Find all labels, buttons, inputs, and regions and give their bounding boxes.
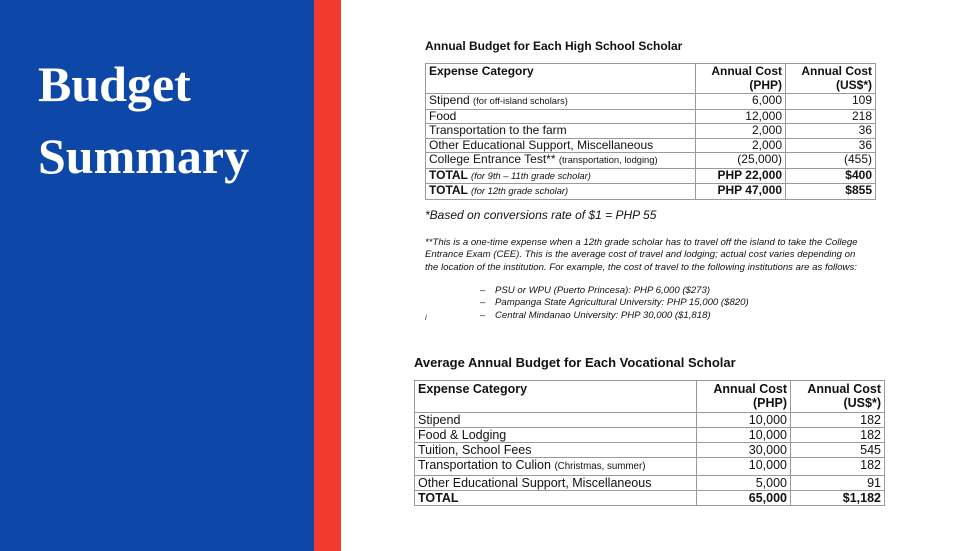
row: Food & Lodging 10,000 182 (414, 426, 885, 444)
category: Stipend (418, 412, 461, 427)
category-cell: College Entrance Test** (transportation,… (425, 152, 696, 169)
red-strip (314, 0, 341, 551)
cost-php: 12,000 (695, 108, 786, 124)
cost-usd: 182 (790, 411, 885, 428)
cost-usd: 545 (790, 442, 885, 459)
row: Other Educational Support, Miscellaneous… (414, 474, 885, 492)
row: Other Educational Support, Miscellaneous… (425, 137, 876, 153)
cost-php: PHP 22,000 (695, 167, 786, 184)
row: TOTAL (for 12th grade scholar) PHP 47,000… (425, 183, 876, 200)
cost-php: 65,000 (696, 490, 791, 507)
row: Stipend 10,000 182 (414, 411, 885, 428)
cost-php: 30,000 (696, 442, 791, 459)
travel-examples: PSU or WPU (Puerto Princesa): PHP 6,000 … (480, 285, 749, 322)
category-cell: Food & Lodging (414, 426, 697, 444)
header-cell: Expense Category (425, 63, 696, 94)
category-cell: Other Educational Support, Miscellaneous (414, 474, 697, 492)
category-note: (transportation, lodging) (558, 155, 658, 165)
category: College Entrance Test** (429, 152, 556, 166)
cost-usd: $1,182 (790, 490, 885, 507)
header-row: Expense Category Annual Cost (PHP) Annual … (414, 380, 885, 413)
category: TOTAL (429, 167, 468, 182)
row: TOTAL 65,000 $1,182 (414, 490, 885, 507)
row: Transportation to the farm 2,000 36 (425, 123, 876, 139)
header-cell: Annual Cost (US$*) (790, 380, 885, 413)
cost-usd: 218 (785, 108, 876, 124)
category-cell: Other Educational Support, Miscellaneous (425, 137, 696, 153)
category-note: (for 9th – 11th grade scholar) (471, 170, 591, 181)
cost-usd: (455) (785, 152, 876, 169)
cost-php: 2,000 (695, 137, 786, 153)
cost-usd: 36 (785, 123, 876, 139)
category-note: (for 12th grade scholar) (471, 186, 569, 196)
table-title: Annual Budget for Each High School Schol… (425, 39, 683, 53)
high-school-table: Expense Category Annual Cost (PHP) Annual … (425, 63, 876, 200)
travel-example: Pampanga State Agricultural University: … (480, 297, 749, 309)
travel-example: PSU or WPU (Puerto Princesa): PHP 6,000 … (480, 285, 749, 297)
category-cell: TOTAL (414, 490, 697, 507)
row: Stipend (for off-island scholars) 6,000 10… (425, 93, 876, 110)
conversion-note: *Based on conversions rate of $1 = PHP 5… (425, 208, 657, 222)
category-note: (for off-island scholars) (473, 96, 568, 106)
category: Transportation to the farm (429, 123, 567, 137)
cost-php: 10,000 (696, 411, 791, 428)
vocational-table: Expense Category Annual Cost (PHP) Annual … (414, 380, 885, 507)
category-cell: Transportation to the farm (425, 123, 696, 139)
header-cell: Annual Cost (PHP) (695, 63, 786, 94)
cost-usd: $855 (785, 183, 876, 200)
row: TOTAL (for 9th – 11th grade scholar) PHP … (425, 167, 876, 184)
cost-usd: 182 (790, 457, 885, 476)
category-cell: Transportation to Culion (Christmas, sum… (414, 457, 697, 476)
cost-usd: $400 (785, 167, 876, 184)
cost-php: (25,000) (695, 152, 786, 169)
category: Food & Lodging (418, 427, 507, 442)
cost-usd: 91 (790, 474, 885, 492)
stray-mark: / (425, 315, 427, 322)
row: Tuition, School Fees 30,000 545 (414, 442, 885, 459)
header-cell: Expense Category (414, 380, 697, 413)
cost-php: 10,000 (696, 426, 791, 444)
category-note: (Christmas, summer) (554, 461, 646, 473)
cost-php: 10,000 (696, 457, 791, 476)
cost-usd: 109 (785, 93, 876, 110)
category: TOTAL (429, 183, 468, 197)
category-cell: TOTAL (for 9th – 11th grade scholar) (425, 167, 696, 184)
header-row: Expense Category Annual Cost (PHP) Annual … (425, 63, 876, 94)
category: TOTAL (418, 491, 459, 506)
category-cell: Tuition, School Fees (414, 442, 697, 459)
cost-php: 6,000 (695, 93, 786, 110)
cost-usd: 36 (785, 137, 876, 153)
row: College Entrance Test** (transportation,… (425, 152, 876, 169)
cost-php: PHP 47,000 (695, 183, 786, 200)
category: Tuition, School Fees (418, 443, 532, 458)
row: Transportation to Culion (Christmas, sum… (414, 457, 885, 476)
header-cell: Annual Cost (US$*) (785, 63, 876, 94)
cost-usd: 182 (790, 426, 885, 444)
category-cell: Food (425, 108, 696, 124)
row: Food 12,000 218 (425, 108, 876, 124)
category: Transportation to Culion (418, 458, 551, 473)
category-cell: TOTAL (for 12th grade scholar) (425, 183, 696, 200)
cost-php: 2,000 (695, 123, 786, 139)
cost-php: 5,000 (696, 474, 791, 492)
slide-title: Budget Summary (38, 56, 250, 184)
header-cell: Annual Cost (PHP) (696, 380, 791, 413)
blue-panel (0, 0, 314, 551)
category: Food (429, 108, 457, 123)
travel-example: Central Mindanao University: PHP 30,000 … (480, 310, 749, 322)
category-cell: Stipend (for off-island scholars) (425, 93, 696, 110)
travel-note: **This is a one-time expense when a 12th… (425, 237, 858, 273)
category: Other Educational Support, Miscellaneous (418, 475, 652, 490)
category-cell: Stipend (414, 411, 697, 428)
table-title: Average Annual Budget for Each Vocationa… (414, 355, 736, 370)
category: Stipend (429, 93, 470, 107)
category: Other Educational Support, Miscellaneous (429, 137, 654, 152)
